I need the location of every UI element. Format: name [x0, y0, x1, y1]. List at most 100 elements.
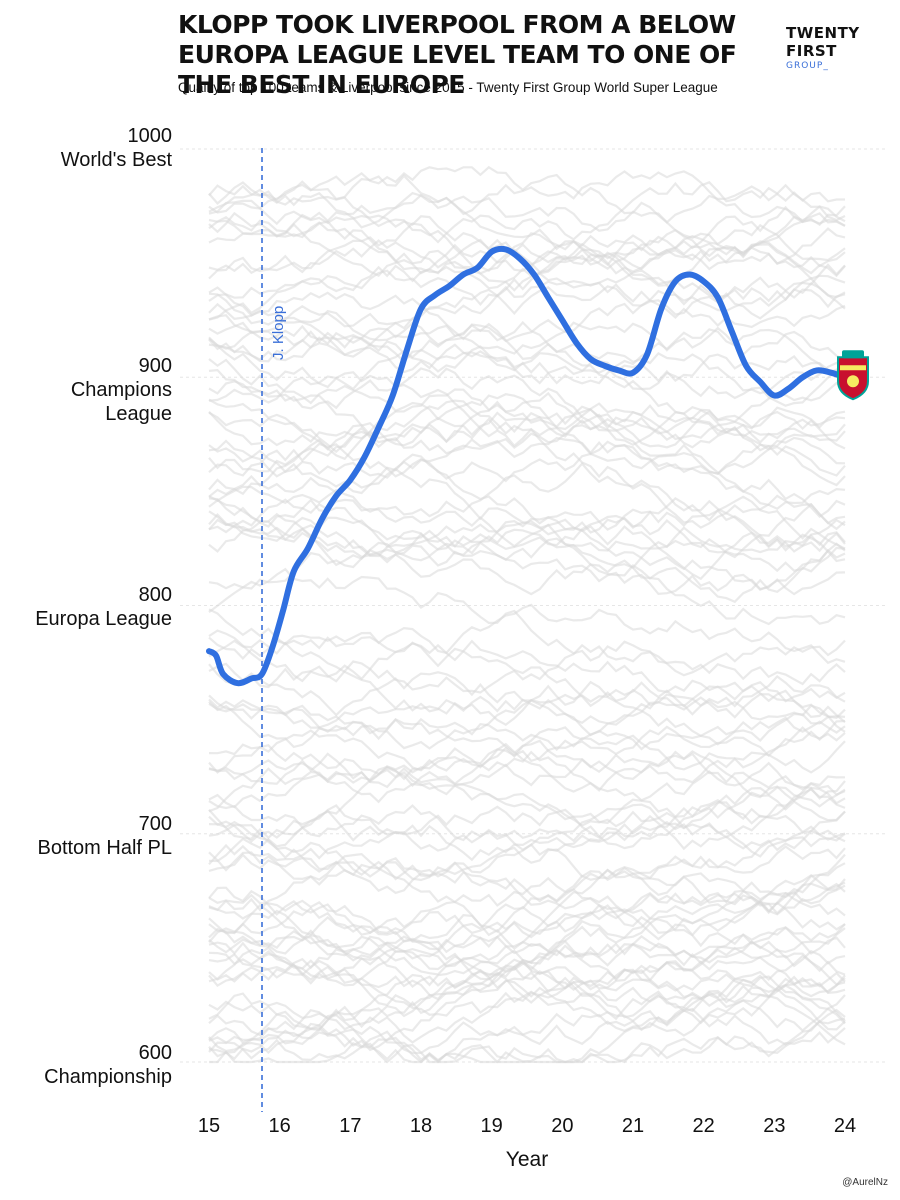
crest-top — [842, 350, 864, 359]
background-team-line — [208, 639, 846, 751]
background-team-line — [208, 248, 846, 306]
logo-line-1: TWENTY — [786, 24, 860, 42]
background-team-line — [208, 814, 846, 866]
background-team-line — [208, 371, 846, 448]
chart-title: KLOPP TOOK LIVERPOOL FROM A BELOW EUROPA… — [178, 10, 737, 99]
background-team-line — [208, 893, 846, 955]
background-team-line — [208, 494, 846, 551]
y-tick-label: 800 — [138, 584, 172, 606]
background-team-line — [208, 992, 846, 1064]
background-team-line — [208, 170, 846, 227]
background-team-line — [208, 388, 846, 498]
background-team-line — [208, 641, 846, 708]
background-team-line — [208, 798, 846, 843]
background-team-line — [208, 949, 846, 1026]
background-team-line — [208, 629, 846, 694]
background-team-line — [208, 693, 846, 809]
y-tick-label: 700 — [138, 813, 172, 835]
background-team-line — [208, 832, 846, 960]
x-tick-label: 22 — [693, 1115, 715, 1137]
background-team-line — [208, 923, 846, 988]
background-team-line — [208, 211, 846, 290]
y-label-700: 700 Bottom Half PL — [37, 812, 172, 860]
x-axis-label: Year — [506, 1148, 548, 1171]
crest-banner — [840, 365, 866, 371]
x-tick-label: 20 — [551, 1115, 573, 1137]
background-team-line — [208, 282, 846, 328]
y-tick-sublabel: Europa League — [35, 608, 172, 630]
background-team-line — [208, 603, 846, 665]
y-label-800: 800 Europa League — [35, 583, 172, 631]
background-team-line — [208, 165, 846, 258]
y-tick-sublabel: Championship — [44, 1066, 172, 1088]
background-team-line — [208, 608, 846, 703]
background-team-line — [208, 316, 846, 383]
background-team-line — [208, 698, 846, 805]
background-team-line — [208, 693, 846, 738]
y-tick-sublabel: Bottom Half PL — [37, 837, 172, 859]
y-tick-sublabel: World's Best — [60, 149, 172, 171]
background-team-line — [208, 882, 846, 955]
background-team-line — [208, 185, 845, 244]
background-team-line — [208, 302, 846, 377]
background-team-line — [208, 972, 846, 1053]
author-credit: @AurelNz — [842, 1177, 888, 1188]
x-tick-label: 16 — [269, 1115, 291, 1137]
background-team-line — [208, 719, 846, 792]
background-team-line — [208, 286, 846, 395]
background-team-line — [208, 694, 846, 774]
background-team-line — [208, 853, 846, 939]
background-team-line — [208, 181, 846, 247]
background-team-line — [208, 950, 846, 1017]
liverpool-crest-icon — [837, 350, 869, 401]
background-team-line — [208, 432, 846, 496]
background-team-line — [208, 984, 846, 1064]
background-team-line — [208, 845, 846, 882]
klopp-annotation-label: J. Klopp — [270, 306, 287, 360]
background-team-line — [208, 280, 846, 362]
x-axis-ticks: 15 16 17 18 19 20 21 22 23 24 — [198, 1115, 856, 1137]
background-team-line — [208, 399, 846, 552]
background-team-line — [208, 994, 846, 1064]
background-team-line — [208, 442, 846, 559]
y-tick-label: 1000 — [127, 125, 173, 147]
y-tick-label: 900 — [138, 355, 172, 377]
background-team-line — [208, 223, 846, 321]
x-tick-label: 15 — [198, 1115, 220, 1137]
background-team-line — [208, 990, 846, 1061]
background-team-line — [208, 411, 846, 473]
x-tick-label: 24 — [834, 1115, 856, 1137]
logo-line-2: FIRST — [786, 42, 837, 60]
x-tick-label: 21 — [622, 1115, 644, 1137]
background-team-line — [208, 752, 846, 839]
background-team-line — [208, 462, 846, 548]
chart-subtitle: Quality of top 100 teams & Liverpool sin… — [178, 80, 718, 95]
y-label-600: 600 Championship — [44, 1041, 172, 1089]
background-team-line — [208, 662, 846, 733]
background-team-line — [208, 729, 846, 802]
background-team-line — [208, 402, 846, 452]
background-team-line — [208, 788, 846, 863]
logo-line-3: GROUP_ — [786, 61, 829, 71]
x-tick-label: 19 — [481, 1115, 503, 1137]
background-team-line — [208, 546, 846, 604]
background-team-line — [209, 984, 846, 1064]
background-team-line — [208, 820, 846, 915]
background-team-line — [208, 188, 846, 271]
y-label-1000: 1000 World's Best — [61, 124, 172, 172]
background-team-line — [208, 367, 846, 449]
x-tick-label: 17 — [339, 1115, 361, 1137]
background-team-line — [208, 336, 846, 407]
crest-liverbird — [847, 375, 859, 388]
liverpool-series-line — [206, 245, 848, 687]
background-team-line — [208, 439, 846, 489]
y-tick-sublabel: Champions League — [70, 379, 172, 425]
background-team-line — [208, 884, 846, 941]
background-team-lines — [208, 165, 846, 1064]
background-team-line — [208, 862, 846, 934]
twenty-first-group-logo: TWENTY FIRST GROUP_ — [786, 24, 876, 72]
x-tick-label: 23 — [763, 1115, 785, 1137]
x-tick-label: 18 — [410, 1115, 432, 1137]
background-team-line — [208, 498, 846, 563]
